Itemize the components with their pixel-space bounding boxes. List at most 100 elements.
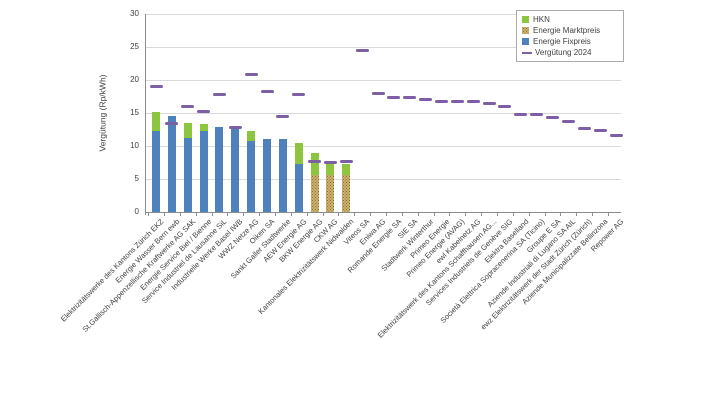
legend-label-hkn: HKN xyxy=(533,14,550,24)
y-tick-label: 0 xyxy=(134,207,139,216)
x-axis-tick xyxy=(592,213,594,216)
x-axis-tick xyxy=(259,213,261,216)
legend-item-fixpreis: Energie Fixpreis xyxy=(522,36,618,47)
bar-hkn xyxy=(342,163,351,176)
bar-hkn xyxy=(199,124,208,131)
x-axis-tick xyxy=(274,213,276,216)
x-axis-tick xyxy=(306,213,308,216)
bar-fixpreis xyxy=(215,126,224,212)
bar-fixpreis xyxy=(247,141,256,212)
y-axis-line xyxy=(145,14,146,215)
verguetung-2024-marker xyxy=(197,109,211,113)
gridline xyxy=(145,146,621,147)
bar-fixpreis xyxy=(263,139,272,212)
bar-fixpreis xyxy=(183,138,192,212)
bar-fixpreis xyxy=(152,131,160,212)
verguetung-2024-marker xyxy=(419,97,433,101)
gridline xyxy=(145,80,621,81)
verguetung-2024-marker xyxy=(308,159,322,163)
bar-fixpreis xyxy=(294,164,303,212)
marktpreis-swatch-icon xyxy=(522,27,529,34)
x-axis-tick xyxy=(163,213,165,216)
verguetung-2024-marker xyxy=(498,104,512,108)
legend-item-verguetung2024: Vergütung 2024 xyxy=(522,47,618,58)
x-axis-tick xyxy=(386,213,387,216)
verguetung-2024-marker xyxy=(450,99,464,103)
y-tick-label: 30 xyxy=(130,9,139,18)
verguetung-2024-marker xyxy=(609,133,623,137)
y-tick-label: 10 xyxy=(130,141,139,150)
gridline xyxy=(145,113,621,114)
verguetung-2024-marker xyxy=(561,120,575,124)
verguetung-2024-marker xyxy=(355,48,369,52)
x-axis-tick xyxy=(370,213,372,216)
x-axis-tick xyxy=(576,213,578,216)
bar-hkn xyxy=(326,163,335,176)
verguetung-2024-marker xyxy=(276,115,290,119)
legend-item-marktpreis: Energie Marktpreis xyxy=(522,25,618,36)
y-tick-label: 20 xyxy=(130,75,139,84)
x-axis-tick xyxy=(528,213,530,216)
verguetung-2024-marker xyxy=(212,93,226,97)
verguetung-2024-marker xyxy=(181,104,195,108)
y-axis-title: Vergütung (Rp/kWh) xyxy=(97,74,108,152)
bar-fixpreis xyxy=(231,127,240,212)
x-axis-tick xyxy=(243,213,245,216)
verguetung-2024-marker xyxy=(244,72,258,76)
gridline xyxy=(145,179,621,180)
x-axis-tick xyxy=(544,213,546,216)
fixpreis-swatch-icon xyxy=(522,38,529,45)
legend-label-marktpreis: Energie Marktpreis xyxy=(533,25,601,35)
x-axis-tick xyxy=(401,213,403,216)
x-axis-tick xyxy=(449,213,451,216)
verguetung-2024-marker xyxy=(228,126,242,130)
x-axis-tick xyxy=(227,213,229,216)
verguetung-2024-marker xyxy=(435,99,449,103)
verguetung-2024-marker xyxy=(530,112,544,116)
verguetung-2024-marker xyxy=(514,113,528,117)
legend-label-verguetung2024: Vergütung 2024 xyxy=(535,47,592,57)
verguetung-2024-marker xyxy=(482,102,496,106)
x-axis-tick xyxy=(560,213,562,216)
bar-hkn xyxy=(152,111,160,132)
bar-hkn xyxy=(310,153,319,176)
x-axis-tick xyxy=(195,213,197,216)
x-axis-tick xyxy=(290,213,292,216)
x-axis-tick xyxy=(417,213,419,216)
y-tick-label: 5 xyxy=(134,174,139,183)
bar-marktpreis xyxy=(342,175,351,212)
x-axis-tick xyxy=(211,213,213,216)
verguetung-2024-marker xyxy=(593,129,607,133)
x-axis-tick xyxy=(481,213,483,216)
legend-item-hkn: HKN xyxy=(522,14,618,25)
x-axis-tick xyxy=(338,213,340,216)
verguetung-2024-marker xyxy=(387,96,401,100)
verguetung-2024-marker xyxy=(466,99,480,103)
bar-hkn xyxy=(294,143,303,165)
y-tick-label: 15 xyxy=(130,108,139,117)
gridline xyxy=(145,47,621,48)
x-axis-tick xyxy=(179,213,181,216)
verguetung-2024-marker xyxy=(371,91,385,95)
x-axis-tick xyxy=(512,213,514,216)
x-axis-line xyxy=(145,212,621,213)
bar-hkn xyxy=(183,122,192,139)
x-axis-tick xyxy=(608,213,610,216)
verguetung-2024-marker xyxy=(339,160,353,164)
bar-fixpreis xyxy=(278,139,287,212)
plot-area xyxy=(145,14,623,216)
verguetung-2024-marker xyxy=(546,116,560,120)
verguetung-2024-marker xyxy=(323,161,337,164)
x-axis-tick xyxy=(465,213,467,216)
bar-hkn xyxy=(247,131,256,142)
gridline xyxy=(145,14,621,15)
bar-marktpreis xyxy=(310,175,319,212)
bar-fixpreis xyxy=(199,130,208,212)
verguetung-2024-marker xyxy=(292,93,306,97)
x-axis-tick xyxy=(322,213,324,216)
verguetung-2024-marker xyxy=(165,122,179,126)
legend: HKN Energie Marktpreis Energie Fixpreis … xyxy=(516,10,624,62)
verguetung-2024-marker xyxy=(260,90,274,94)
legend-label-fixpreis: Energie Fixpreis xyxy=(533,36,591,46)
